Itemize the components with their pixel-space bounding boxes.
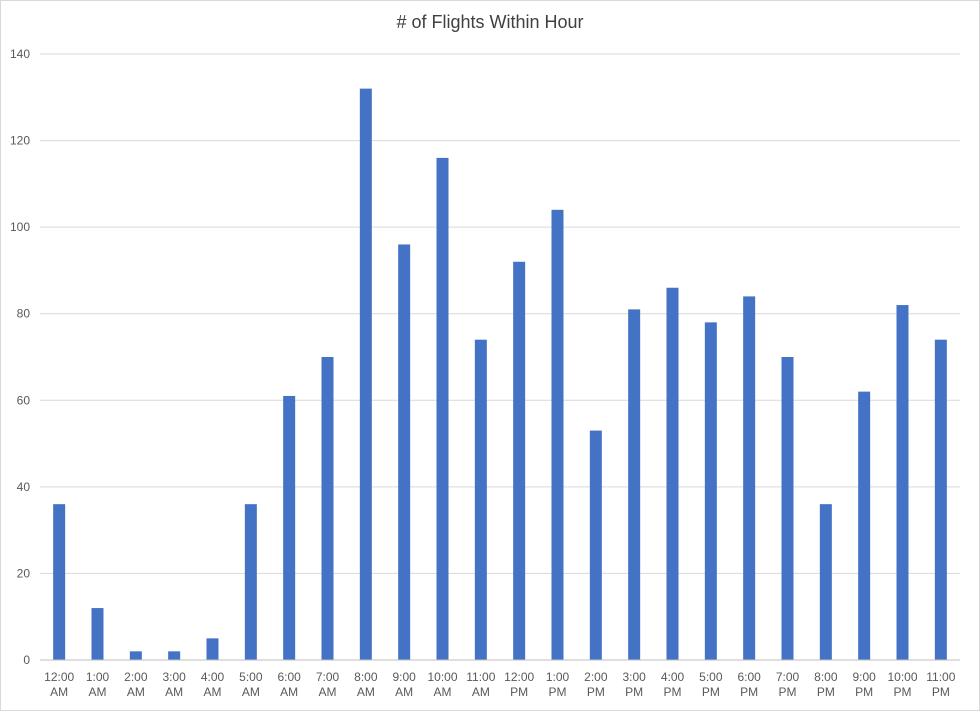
x-tick-label: 3:00 AM	[162, 670, 186, 699]
y-tick-label: 140	[10, 47, 30, 61]
y-tick-label: 0	[23, 653, 30, 667]
x-tick-label: 2:00 AM	[124, 670, 148, 699]
bar	[283, 395, 296, 660]
y-tick-label: 80	[17, 307, 31, 321]
x-tick-label: 5:00 PM	[699, 670, 723, 699]
bar	[129, 651, 142, 660]
x-tick-label: 6:00 PM	[737, 670, 761, 699]
y-tick-label: 60	[17, 393, 31, 407]
bar	[781, 357, 794, 660]
bar	[858, 391, 871, 660]
bar	[551, 209, 564, 661]
x-tick-label: 4:00 PM	[661, 670, 685, 699]
bar	[53, 504, 66, 660]
x-tick-label: 3:00 PM	[622, 670, 646, 699]
bar	[819, 504, 832, 660]
x-tick-label: 10:00 PM	[887, 670, 917, 699]
x-tick-label: 11:00 PM	[926, 670, 955, 699]
bar	[321, 357, 334, 660]
y-tick-label: 20	[17, 566, 31, 580]
bar	[359, 88, 372, 661]
x-tick-label: 9:00 PM	[852, 670, 876, 699]
bar	[934, 339, 947, 660]
axes: 0 20 40 60 80 100 120 140 12:00 AM 1:00 AM 2:00 AM 3:0…	[10, 47, 960, 699]
x-tick-label: 12:00 PM	[504, 670, 534, 699]
x-tick-label: 9:00 AM	[392, 670, 416, 699]
x-tick-label: 7:00 AM	[316, 670, 340, 699]
bar	[436, 157, 449, 660]
x-tick-label: 2:00 PM	[584, 670, 608, 699]
x-tick-label: 6:00 AM	[277, 670, 301, 699]
y-tick-label: 100	[10, 220, 30, 234]
bar	[896, 305, 909, 660]
bar	[513, 261, 526, 660]
bar	[398, 244, 411, 660]
x-tick-label: 11:00 AM	[466, 670, 495, 699]
bar	[91, 608, 104, 660]
x-tick-label: 5:00 AM	[239, 670, 263, 699]
x-tick-label: 8:00 PM	[814, 670, 838, 699]
bar	[743, 296, 756, 660]
bar	[628, 309, 641, 660]
bars	[53, 88, 947, 661]
bar	[666, 287, 679, 660]
x-tick-label: 1:00 AM	[86, 670, 110, 699]
x-tick-label: 7:00 PM	[776, 670, 800, 699]
gridlines	[40, 53, 960, 574]
x-tick-label: 12:00 AM	[44, 670, 74, 699]
bar	[589, 430, 602, 660]
bar	[206, 638, 219, 660]
x-tick-label: 4:00 AM	[201, 670, 225, 699]
bar	[474, 339, 487, 660]
y-tick-label: 40	[17, 480, 31, 494]
chart-title: # of Flights Within Hour	[396, 12, 584, 32]
bar	[244, 504, 257, 660]
y-tick-label: 120	[10, 134, 30, 148]
bar	[168, 651, 181, 660]
bar	[704, 322, 717, 660]
x-tick-label: 1:00 PM	[546, 670, 570, 699]
x-tick-label: 8:00 AM	[354, 670, 378, 699]
x-tick-label: 10:00 AM	[427, 670, 457, 699]
